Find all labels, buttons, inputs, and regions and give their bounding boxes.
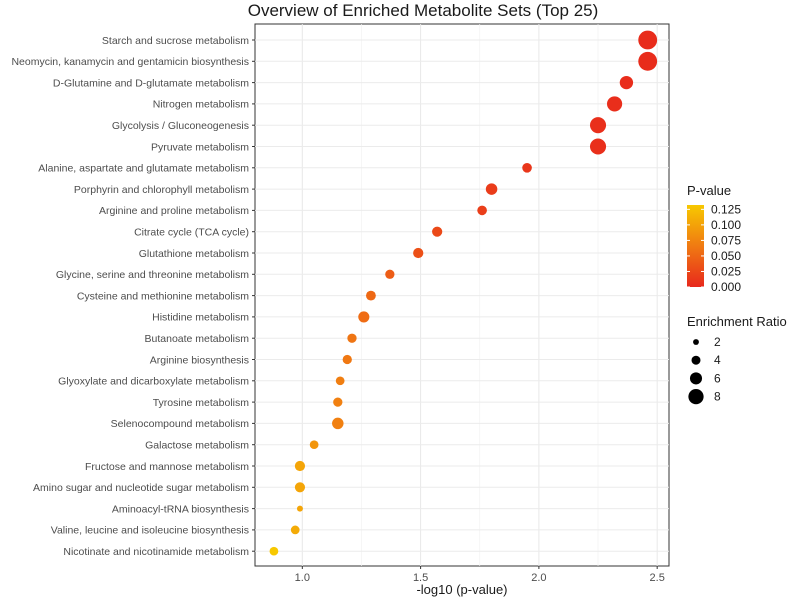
data-point xyxy=(296,505,303,512)
data-point xyxy=(619,75,634,90)
y-tick-label: Amino sugar and nucleotide sugar metabol… xyxy=(33,482,249,494)
data-point xyxy=(589,138,607,155)
x-tick-label: 1.5 xyxy=(413,572,428,584)
size-legend-dot xyxy=(688,388,704,405)
size-legend-label: 8 xyxy=(714,390,721,404)
y-tick-label: Fructose and mannose metabolism xyxy=(85,461,249,473)
y-tick-label: Arginine biosynthesis xyxy=(150,354,249,366)
y-tick-label: Glyoxylate and dicarboxylate metabolism xyxy=(58,376,249,388)
y-tick-label: Aminoacyl-tRNA biosynthesis xyxy=(112,503,249,515)
chart-title: Overview of Enriched Metabolite Sets (To… xyxy=(248,1,599,20)
size-legend-dot xyxy=(689,372,703,385)
data-point xyxy=(366,290,376,301)
x-axis-label: -log10 (p-value) xyxy=(416,582,507,597)
y-tick-label: Porphyrin and chlorophyll metabolism xyxy=(74,184,249,196)
pvalue-colorbar xyxy=(687,205,704,287)
ratio-legend-items: 2 4 6 8 xyxy=(688,335,721,405)
grid-lines xyxy=(255,24,669,566)
y-tick-label: Tyrosine metabolism xyxy=(153,397,250,409)
data-points xyxy=(269,30,658,556)
data-point xyxy=(638,51,658,71)
data-point xyxy=(347,333,357,343)
y-tick-label: Valine, leucine and isoleucine biosynthe… xyxy=(51,525,249,537)
colorbar-label: 0.025 xyxy=(711,264,741,278)
data-point xyxy=(294,460,306,472)
x-tick-label: 1.0 xyxy=(295,572,310,584)
data-point xyxy=(385,269,395,279)
y-tick-label: Butanoate metabolism xyxy=(145,333,250,345)
data-point xyxy=(294,482,306,493)
x-tick-label: 2.5 xyxy=(650,572,665,584)
y-tick-label: Starch and sucrose metabolism xyxy=(102,35,249,47)
colorbar-label: 0.050 xyxy=(711,249,741,263)
ratio-legend-title: Enrichment Ratio xyxy=(687,314,787,329)
x-tick-label: 2.0 xyxy=(531,572,546,584)
y-tick-labels: Starch and sucrose metabolism Neomycin, k… xyxy=(11,35,255,558)
colorbar-label: 0.075 xyxy=(711,233,741,247)
size-legend-label: 4 xyxy=(714,353,721,367)
y-tick-label: Nitrogen metabolism xyxy=(153,99,250,111)
data-point xyxy=(335,376,345,386)
colorbar-label: 0.100 xyxy=(711,218,741,232)
data-point xyxy=(607,96,623,112)
data-point xyxy=(432,226,443,237)
data-point xyxy=(309,440,319,450)
size-legend-label: 2 xyxy=(714,335,721,349)
y-tick-label: Glutathione metabolism xyxy=(139,248,250,260)
y-tick-label: Glycine, serine and threonine metabolism xyxy=(56,269,249,281)
data-point xyxy=(589,117,607,134)
y-tick-label: D-Glutamine and D-glutamate metabolism xyxy=(53,77,249,89)
y-tick-label: Citrate cycle (TCA cycle) xyxy=(134,227,249,239)
y-tick-label: Cysteine and methionine metabolism xyxy=(77,290,249,302)
y-tick-label: Selenocompound metabolism xyxy=(111,418,250,430)
data-point xyxy=(342,354,352,365)
colorbar-label: 0.125 xyxy=(711,202,741,216)
data-point xyxy=(269,546,279,556)
colorbar-label: 0.000 xyxy=(711,280,741,294)
x-tick-labels: 1.0 1.5 2.0 2.5 xyxy=(295,566,665,584)
size-legend-dot xyxy=(691,355,701,365)
data-point xyxy=(485,183,498,195)
ratio-legend: Enrichment Ratio 2 4 6 8 xyxy=(687,314,787,405)
data-point xyxy=(290,525,300,535)
size-legend-label: 6 xyxy=(714,371,721,385)
data-point xyxy=(638,30,658,50)
y-tick-label: Histidine metabolism xyxy=(152,312,249,324)
y-tick-label: Alanine, aspartate and glutamate metabol… xyxy=(38,163,249,175)
data-point xyxy=(333,397,343,407)
y-tick-label: Neomycin, kanamycin and gentamicin biosy… xyxy=(11,56,249,68)
y-tick-label: Glycolysis / Gluconeogenesis xyxy=(112,120,249,132)
size-legend-dot xyxy=(693,339,699,345)
data-point xyxy=(522,162,532,173)
y-tick-label: Arginine and proline metabolism xyxy=(99,205,249,217)
y-tick-label: Pyruvate metabolism xyxy=(151,141,249,153)
data-point xyxy=(332,417,344,430)
y-tick-label: Galactose metabolism xyxy=(145,440,249,452)
pvalue-legend-title: P-value xyxy=(687,183,731,198)
data-point xyxy=(477,205,487,216)
data-point xyxy=(413,247,424,259)
data-point xyxy=(358,311,370,323)
plot-panel xyxy=(254,23,670,567)
y-tick-label: Nicotinate and nicotinamide metabolism xyxy=(63,546,249,558)
